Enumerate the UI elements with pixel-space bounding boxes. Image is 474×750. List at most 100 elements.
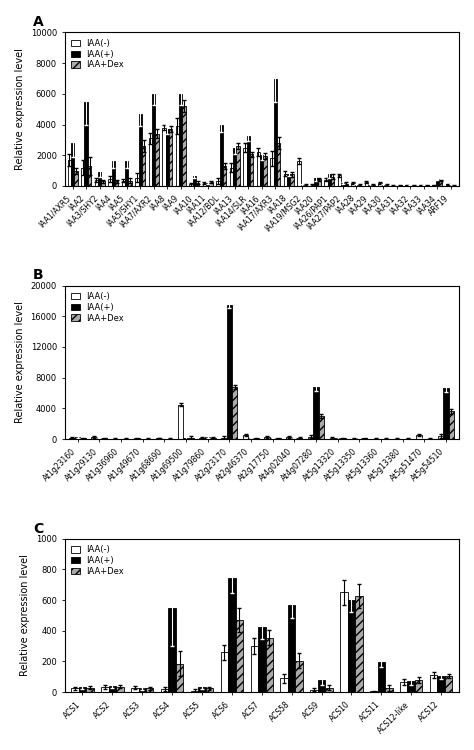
Bar	[191, 691, 198, 692]
Bar	[264, 436, 270, 439]
Bar	[162, 128, 165, 186]
Bar	[246, 136, 250, 186]
Bar	[71, 143, 74, 186]
Bar	[275, 438, 281, 439]
Bar	[338, 176, 341, 186]
Bar	[179, 94, 182, 186]
Bar	[198, 687, 206, 692]
Bar	[292, 437, 297, 439]
Bar	[385, 688, 392, 692]
Bar	[270, 438, 275, 439]
Bar	[273, 80, 277, 186]
Bar	[155, 134, 159, 186]
Bar	[210, 437, 216, 439]
Bar	[318, 680, 325, 692]
Bar	[149, 138, 152, 186]
Bar	[324, 180, 328, 186]
Bar	[205, 436, 210, 439]
Bar	[236, 620, 243, 692]
Bar	[109, 686, 116, 692]
Bar	[196, 183, 199, 186]
Bar	[335, 438, 340, 439]
Bar	[270, 158, 273, 186]
Bar	[319, 416, 324, 439]
Legend: IAA(-), IAA(+), IAA+Dex: IAA(-), IAA(+), IAA+Dex	[69, 543, 127, 578]
Bar	[176, 664, 183, 692]
Bar	[443, 388, 449, 439]
Legend: IAA(-), IAA(+), IAA+Dex: IAA(-), IAA(+), IAA+Dex	[69, 290, 127, 325]
Bar	[304, 185, 307, 186]
Bar	[192, 176, 196, 186]
Bar	[415, 680, 422, 692]
Bar	[328, 175, 331, 186]
Bar	[88, 166, 91, 186]
Bar	[355, 185, 358, 186]
Bar	[438, 676, 445, 692]
Bar	[385, 185, 388, 186]
Bar	[340, 592, 348, 692]
Bar	[399, 185, 402, 186]
Bar	[116, 687, 124, 692]
Y-axis label: Relative expression level: Relative expression level	[15, 48, 25, 170]
Bar	[260, 155, 264, 186]
Bar	[237, 146, 240, 186]
Bar	[439, 181, 442, 186]
Bar	[419, 185, 422, 186]
Bar	[378, 183, 382, 186]
Bar	[115, 182, 118, 186]
Bar	[362, 438, 367, 439]
Bar	[91, 437, 97, 439]
Bar	[318, 179, 321, 186]
Bar	[313, 387, 319, 439]
Bar	[281, 678, 288, 692]
Bar	[227, 304, 232, 439]
Text: A: A	[33, 15, 44, 29]
Bar	[295, 661, 303, 692]
Bar	[146, 688, 154, 692]
Bar	[111, 161, 115, 186]
Bar	[372, 185, 375, 186]
Bar	[250, 154, 253, 186]
Bar	[219, 124, 223, 186]
Bar	[71, 688, 79, 692]
Bar	[382, 185, 385, 186]
Bar	[341, 183, 345, 186]
Bar	[168, 608, 176, 692]
Bar	[348, 600, 355, 692]
Bar	[291, 175, 294, 186]
Bar	[254, 438, 259, 439]
Bar	[230, 167, 233, 186]
Bar	[345, 184, 348, 186]
Bar	[422, 185, 426, 186]
Bar	[84, 101, 88, 186]
Bar	[122, 181, 125, 186]
Y-axis label: Relative expression level: Relative expression level	[20, 554, 30, 676]
Bar	[297, 438, 302, 439]
Y-axis label: Relative expression level: Relative expression level	[15, 302, 25, 423]
Bar	[351, 183, 355, 186]
Bar	[233, 148, 237, 186]
Bar	[310, 690, 318, 692]
Bar	[101, 687, 109, 692]
Bar	[243, 435, 248, 439]
Bar	[251, 646, 258, 692]
Bar	[79, 687, 86, 692]
Bar	[408, 682, 415, 692]
Bar	[131, 688, 138, 692]
Bar	[392, 185, 395, 186]
Bar	[314, 178, 318, 186]
Bar	[95, 180, 98, 186]
Bar	[210, 182, 213, 186]
Bar	[265, 638, 273, 692]
Bar	[182, 106, 186, 186]
Bar	[355, 596, 363, 692]
Bar	[223, 166, 226, 186]
Bar	[169, 129, 172, 186]
Bar	[395, 185, 399, 186]
Bar	[286, 436, 292, 439]
Bar	[432, 185, 436, 186]
Bar	[70, 437, 75, 439]
Bar	[438, 436, 443, 439]
Legend: IAA(-), IAA(+), IAA+Dex: IAA(-), IAA(+), IAA+Dex	[69, 37, 127, 72]
Bar	[430, 675, 438, 692]
